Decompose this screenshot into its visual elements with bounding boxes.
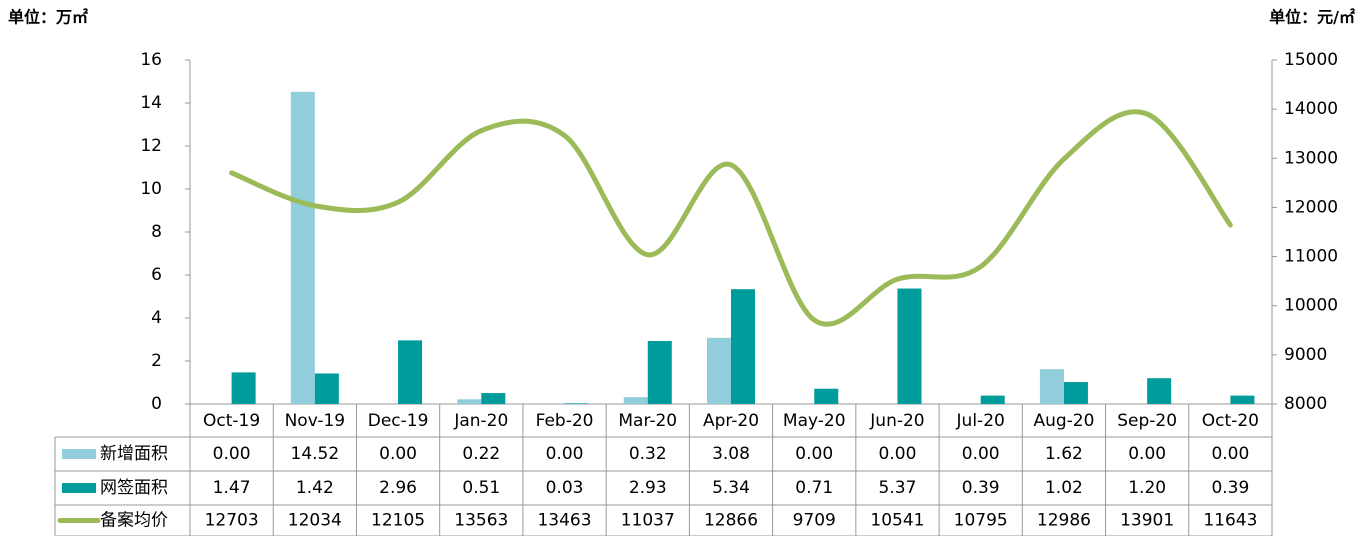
bar [398,340,423,404]
table-value: 13563 [454,511,508,531]
table-value: 13901 [1120,511,1174,531]
y2-tick-label: 8000 [1284,394,1327,414]
bar [1230,395,1255,404]
x-tick-label: May-20 [783,411,846,431]
table-value: 2.96 [379,478,417,498]
table-value: 0.00 [379,444,417,464]
table-value: 13463 [537,511,591,531]
table-value: 9709 [793,511,836,531]
bar [731,289,755,404]
table-value: 0.51 [462,478,500,498]
x-tick-label: Mar-20 [618,411,677,431]
x-tick-label: Jul-20 [956,411,1005,431]
line [229,109,1233,327]
legend-swatch [62,449,96,459]
bar [647,341,672,404]
table-value: 10541 [870,511,924,531]
y-tick-label: 12 [140,136,162,156]
x-tick-label: Aug-20 [1033,411,1094,431]
bar [623,397,648,404]
bar [564,403,589,404]
y-tick-label: 10 [140,179,162,199]
y-tick-label: 8 [151,222,162,242]
table-value: 0.00 [1211,444,1249,464]
x-tick-label: Sep-20 [1117,411,1177,431]
table-value: 0.00 [546,444,584,464]
table-value: 12866 [704,511,758,531]
bar [1039,369,1064,404]
table-value: 1.02 [1045,478,1083,498]
x-tick-label: Apr-20 [703,411,759,431]
x-tick-label: Oct-20 [1202,411,1259,431]
table-value: 0.00 [213,444,251,464]
legend-swatch [62,483,96,493]
y-tick-label: 14 [140,93,162,113]
table-value: 5.37 [879,478,917,498]
table-value: 10795 [954,511,1008,531]
table-value: 12986 [1037,511,1091,531]
y2-tick-label: 13000 [1284,148,1338,168]
table-value: 12105 [371,511,425,531]
bar [290,91,315,404]
table-value: 11643 [1203,511,1257,531]
y-tick-label: 2 [151,351,162,371]
table-value: 12703 [205,511,259,531]
bar [457,399,482,404]
y2-tick-label: 10000 [1284,296,1338,316]
y2-tick-label: 12000 [1284,197,1338,217]
y2-tick-label: 14000 [1284,99,1338,119]
x-tick-label: Jun-20 [869,411,924,431]
table-value: 0.00 [795,444,833,464]
table-value: 3.08 [712,444,750,464]
y2-tick-label: 11000 [1284,247,1338,267]
bar [897,288,922,404]
table-value: 11037 [621,511,675,531]
unit-left: 单位：万㎡ [8,8,88,27]
table-value: 0.32 [629,444,667,464]
y-tick-label: 6 [151,265,162,285]
legend-label: 新增面积 [100,444,168,464]
table-value: 2.93 [629,478,667,498]
y-tick-label: 0 [151,394,162,414]
table-value: 14.52 [291,444,340,464]
table-value: 0.00 [962,444,1000,464]
table-value: 1.42 [296,478,334,498]
table-value: 1.47 [213,478,251,498]
x-tick-label: Jan-20 [453,411,508,431]
table-value: 5.34 [712,478,750,498]
legend-label: 备案均价 [100,511,168,531]
table-value: 1.20 [1128,478,1166,498]
y2-tick-label: 15000 [1284,50,1338,70]
y2-tick-label: 9000 [1284,345,1327,365]
table-value: 12034 [288,511,342,531]
bar [481,393,506,404]
y-tick-label: 4 [151,308,162,328]
unit-right: 单位：元/㎡ [1269,8,1355,27]
x-tick-label: Dec-19 [368,411,429,431]
bar [1063,382,1088,404]
table-value: 0.39 [1211,478,1249,498]
bar [231,372,256,404]
bar [1147,378,1172,404]
table-value: 0.00 [879,444,917,464]
bar [314,373,339,404]
legend-label: 网签面积 [100,478,168,498]
table-value: 1.62 [1045,444,1083,464]
bar [980,395,1005,404]
table-value: 0.00 [1128,444,1166,464]
x-tick-label: Nov-19 [285,411,346,431]
table-value: 0.22 [462,444,500,464]
table-value: 0.39 [962,478,1000,498]
y-tick-label: 16 [140,50,162,70]
bar [814,388,839,404]
x-tick-label: Feb-20 [536,411,594,431]
bar [707,337,731,404]
table-value: 0.71 [795,478,833,498]
x-tick-label: Oct-19 [203,411,260,431]
table-value: 0.03 [546,478,584,498]
